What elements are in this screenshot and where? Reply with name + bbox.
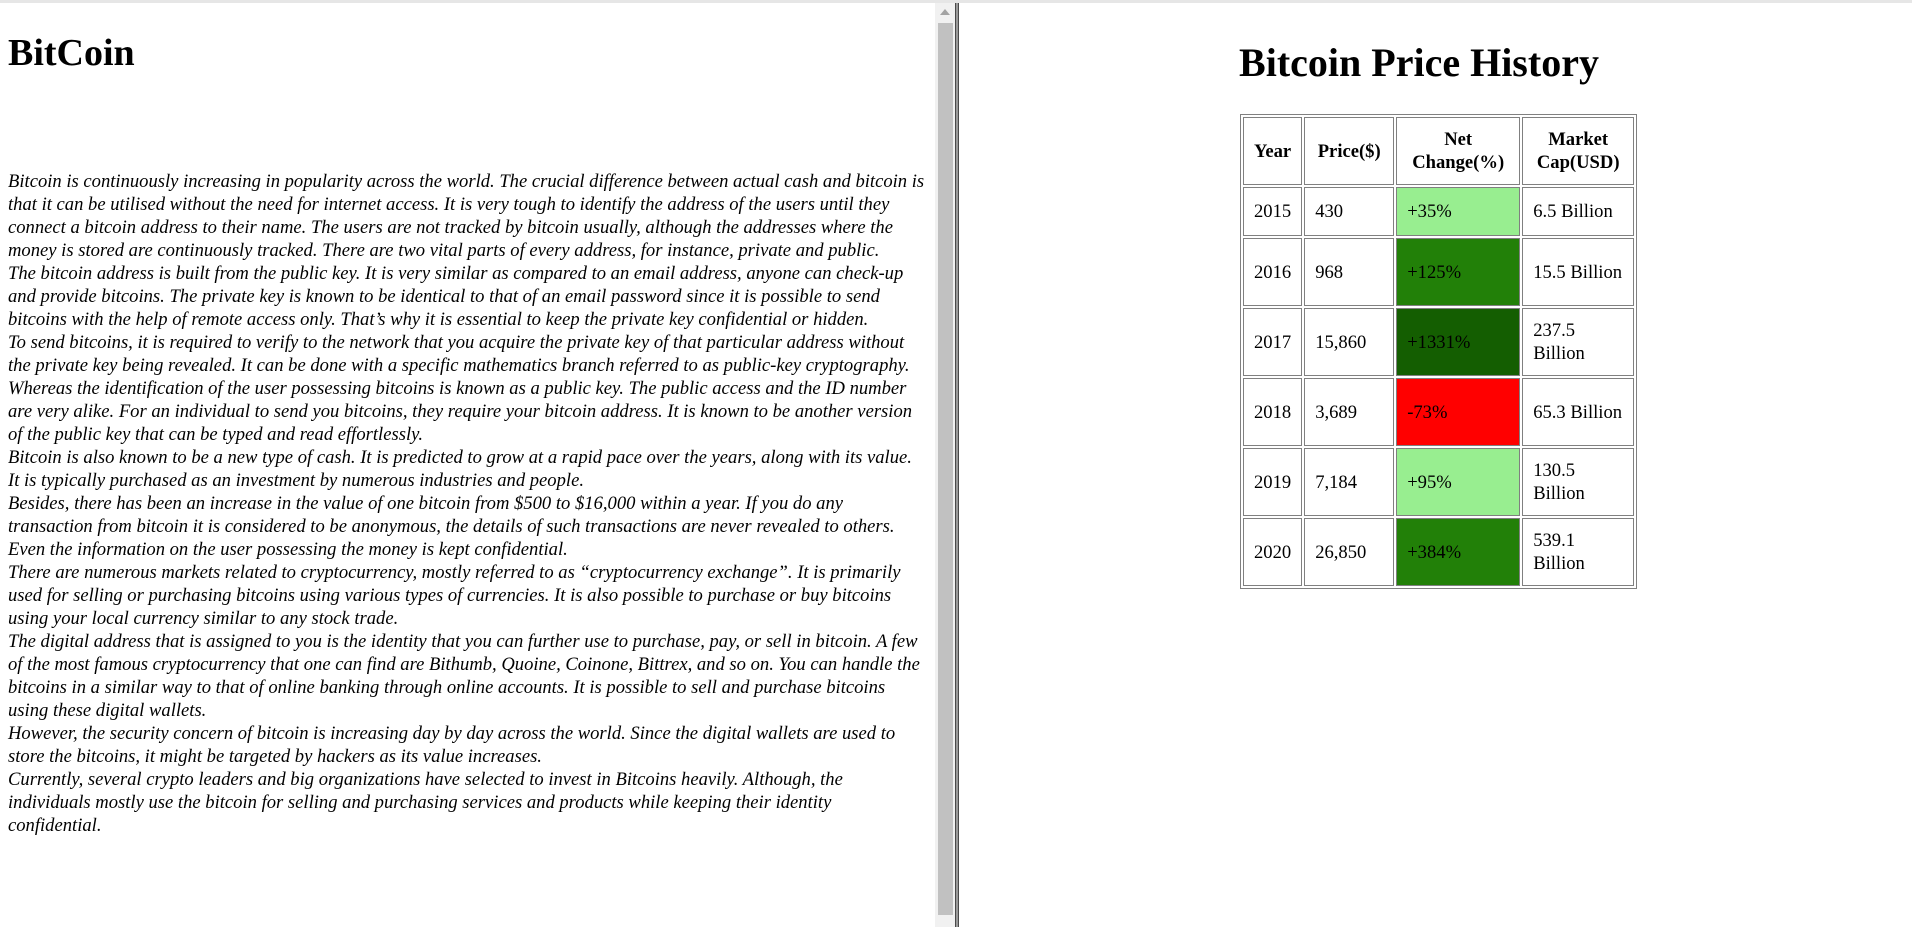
header-net-change: Net Change(%) — [1396, 117, 1521, 185]
cell-price: 26,850 — [1304, 518, 1395, 586]
scroll-up-arrow-icon[interactable] — [940, 9, 950, 15]
cell-year: 2019 — [1243, 448, 1303, 516]
cell-net-change: -73% — [1396, 378, 1521, 446]
article-paragraph: However, the security concern of bitcoin… — [8, 723, 896, 767]
cell-market-cap: 15.5 Billion — [1522, 238, 1635, 306]
cell-market-cap: 6.5 Billion — [1522, 187, 1635, 236]
article-paragraph: Bitcoin is continuously increasing in po… — [8, 171, 925, 261]
cell-net-change: +95% — [1396, 448, 1521, 516]
article-paragraph: The bitcoin address is built from the pu… — [8, 263, 904, 330]
table-row: 2020 26,850 +384% 539.1 Billion — [1243, 518, 1635, 586]
article-paragraph: Bitcoin is also known to be a new type o… — [8, 447, 912, 491]
scroll-thumb[interactable] — [938, 23, 953, 915]
cell-price: 430 — [1304, 187, 1395, 236]
table-row: 2016 968 +125% 15.5 Billion — [1243, 238, 1635, 306]
article-title: BitCoin — [8, 32, 135, 74]
article-paragraph: There are numerous markets related to cr… — [8, 562, 901, 629]
pane-divider[interactable] — [955, 3, 959, 927]
cell-price: 3,689 — [1304, 378, 1395, 446]
header-market-cap: Market Cap(USD) — [1522, 117, 1635, 185]
cell-price: 968 — [1304, 238, 1395, 306]
cell-price: 15,860 — [1304, 308, 1395, 376]
article-paragraph: The digital address that is assigned to … — [8, 631, 920, 721]
table-row: 2018 3,689 -73% 65.3 Billion — [1243, 378, 1635, 446]
cell-year: 2020 — [1243, 518, 1303, 586]
cell-year: 2015 — [1243, 187, 1303, 236]
table-header-row: Year Price($) Net Change(%) Market Cap(U… — [1243, 117, 1635, 185]
cell-market-cap: 65.3 Billion — [1522, 378, 1635, 446]
cell-net-change: +125% — [1396, 238, 1521, 306]
table-row: 2019 7,184 +95% 130.5 Billion — [1243, 448, 1635, 516]
right-pane: Bitcoin Price History Year Price($) Net … — [959, 3, 1912, 927]
top-border — [0, 0, 1912, 3]
article-paragraph: To send bitcoins, it is required to veri… — [8, 332, 910, 376]
table-row: 2015 430 +35% 6.5 Billion — [1243, 187, 1635, 236]
article-paragraph: Currently, several crypto leaders and bi… — [8, 769, 843, 836]
cell-net-change: +35% — [1396, 187, 1521, 236]
left-pane: BitCoin Bitcoin is continuously increasi… — [0, 3, 935, 927]
article-paragraph: Besides, there has been an increase in t… — [8, 493, 895, 560]
cell-market-cap: 539.1 Billion — [1522, 518, 1635, 586]
article: BitCoin Bitcoin is continuously increasi… — [0, 3, 935, 927]
price-history-title: Bitcoin Price History — [1239, 40, 1599, 85]
table-row: 2017 15,860 +1331% 237.5 Billion — [1243, 308, 1635, 376]
cell-net-change: +384% — [1396, 518, 1521, 586]
price-history-table: Year Price($) Net Change(%) Market Cap(U… — [1240, 114, 1638, 589]
vertical-scrollbar[interactable] — [935, 3, 955, 927]
cell-price: 7,184 — [1304, 448, 1395, 516]
article-paragraph: Whereas the identification of the user p… — [8, 378, 913, 445]
header-price: Price($) — [1304, 117, 1395, 185]
cell-year: 2017 — [1243, 308, 1303, 376]
cell-market-cap: 237.5 Billion — [1522, 308, 1635, 376]
article-body: Bitcoin is continuously increasing in po… — [8, 170, 926, 837]
header-year: Year — [1243, 117, 1303, 185]
cell-market-cap: 130.5 Billion — [1522, 448, 1635, 516]
cell-year: 2016 — [1243, 238, 1303, 306]
cell-net-change: +1331% — [1396, 308, 1521, 376]
cell-year: 2018 — [1243, 378, 1303, 446]
